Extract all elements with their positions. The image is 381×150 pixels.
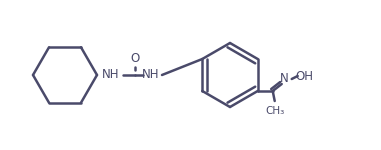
Text: OH: OH — [296, 69, 314, 82]
Text: N: N — [280, 72, 289, 86]
Text: CH₃: CH₃ — [265, 106, 284, 116]
Text: O: O — [130, 52, 139, 66]
Text: NH: NH — [102, 69, 120, 81]
Text: NH: NH — [142, 69, 160, 81]
